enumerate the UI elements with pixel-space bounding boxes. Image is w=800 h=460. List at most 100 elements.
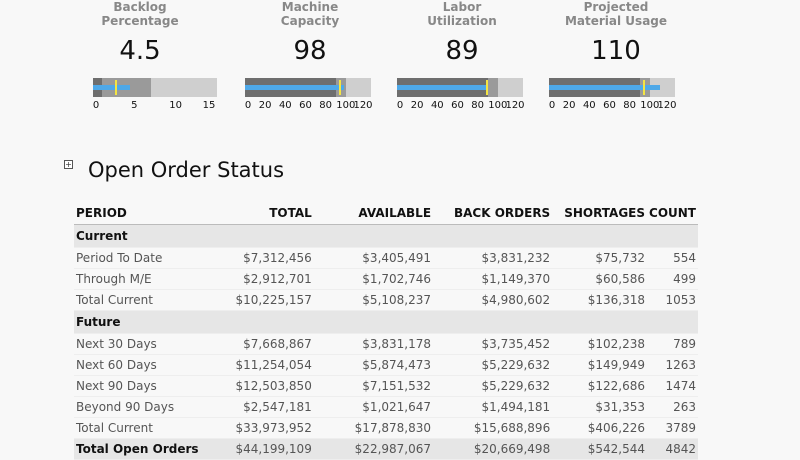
row-label: Total Current [74,289,226,311]
expand-toggle-icon[interactable]: + [64,160,73,169]
cell-total: $12,503,850 [225,375,314,397]
table-total-row: Total Open Orders $44,199,109 $22,987,067 $… [74,438,698,460]
axis-tick-label: 100 [336,100,356,111]
cell-back-orders: $1,149,370 [433,268,553,290]
bullet-axis: 0 20 40 60 80 100 120 [245,100,373,114]
row-label: Period To Date [74,247,226,269]
cell-available: $3,831,178 [313,333,434,355]
table-row: Through M/E $2,912,701 $1,702,746 $1,149,37… [74,268,698,290]
cell-available: $22,987,067 [313,438,434,460]
column-header[interactable]: PERIOD [74,202,226,225]
row-label: Total Current [74,417,226,439]
bullet-chart [93,78,217,97]
axis-tick-label: 10 [169,100,183,111]
table-row: Next 90 Days $12,503,850 $7,151,532 $5,229,… [74,375,698,397]
axis-tick-label: 80 [471,100,484,111]
kpi-machine-capacity: Machine Capacity 98 0 20 40 60 80 100 120 [245,0,385,111]
column-header[interactable]: COUNT [647,202,698,225]
cell-total: $44,199,109 [225,438,314,460]
axis-tick-label: 20 [562,100,576,111]
bullet-actual-bar [397,85,487,90]
cell-available: $7,151,532 [313,375,434,397]
bullet-chart [549,78,675,97]
section-title: Open Order Status [88,158,285,182]
cell-total: $2,547,181 [225,396,314,418]
bullet-target-marker [485,80,488,95]
bullet-chart [245,78,371,97]
bullet-chart [397,78,523,97]
cell-available: $3,405,491 [313,247,434,269]
axis-tick-label: 40 [582,100,596,111]
kpi-title-line1: Backlog [113,0,167,14]
bullet-target-marker [115,80,118,95]
cell-back-orders: $4,980,602 [433,289,553,311]
column-header[interactable]: AVAILABLE [313,202,434,225]
cell-count: 3789 [647,417,698,439]
axis-tick-label: 80 [623,100,636,111]
row-label: Through M/E [74,268,226,290]
column-header[interactable]: TOTAL [225,202,314,225]
cell-count: 4842 [647,438,698,460]
kpi-title: Machine Capacity [245,0,375,30]
table-group-row: Current [74,224,698,248]
kpi-title: Projected Material Usage [549,0,683,30]
row-label: Beyond 90 Days [74,396,226,418]
table-row: Next 60 Days $11,254,054 $5,874,473 $5,229,… [74,354,698,376]
cell-shortages: $31,353 [552,396,648,418]
cell-count: 1263 [647,354,698,376]
cell-shortages: $75,732 [552,247,648,269]
cell-shortages: $149,949 [552,354,648,376]
kpi-title: Labor Utilization [397,0,527,30]
bullet-range-good [150,78,217,97]
cell-count: 554 [647,247,698,269]
table-row: Next 30 Days $7,668,867 $3,831,178 $3,735,4… [74,333,698,355]
axis-tick-label: 120 [505,100,525,111]
axis-tick-label: 0 [548,100,556,111]
axis-tick-label: 100 [488,100,508,111]
cell-total: $7,668,867 [225,333,314,355]
axis-tick-label: 0 [92,100,100,111]
group-label: Future [74,310,698,334]
group-label: Current [74,224,698,248]
axis-tick-label: 20 [258,100,272,111]
bullet-actual-bar [245,85,344,90]
column-header[interactable]: SHORTAGES [552,202,648,225]
bullet-range-good [345,78,371,97]
cell-total: $11,254,054 [225,354,314,376]
cell-shortages: $406,226 [552,417,648,439]
bullet-range-good [497,78,523,97]
axis-tick-label: 40 [430,100,444,111]
cell-count: 263 [647,396,698,418]
axis-tick-label: 0 [396,100,404,111]
axis-tick-label: 5 [131,100,138,111]
cell-shortages: $60,586 [552,268,648,290]
table-row: Total Current $10,225,157 $5,108,237 $4,980… [74,289,698,311]
cell-back-orders: $5,229,632 [433,354,553,376]
bullet-range-good [649,78,675,97]
cell-back-orders: $3,831,232 [433,247,553,269]
cell-shortages: $542,544 [552,438,648,460]
kpi-value: 110 [591,36,641,66]
cell-available: $17,878,830 [313,417,434,439]
cell-shortages: $122,686 [552,375,648,397]
kpi-title-line1: Projected [583,0,649,14]
cell-available: $5,108,237 [313,289,434,311]
table-row: Total Current $33,973,952 $17,878,830 $15,6… [74,417,698,439]
axis-tick-label: 20 [410,100,424,111]
column-header[interactable]: BACK ORDERS [433,202,553,225]
bullet-axis: 0 5 10 15 [93,100,217,114]
cell-total: $33,973,952 [225,417,314,439]
kpi-value: 4.5 [119,36,161,66]
bullet-range-fair [487,78,498,97]
axis-tick-label: 40 [278,100,292,111]
cell-count: 789 [647,333,698,355]
kpi-title-line1: Labor [442,0,482,14]
cell-count: 1053 [647,289,698,311]
cell-count: 499 [647,268,698,290]
bullet-target-marker [642,80,645,95]
bullet-axis: 0 20 40 60 80 100 120 [548,100,677,114]
axis-tick-label: 100 [640,100,660,111]
cell-back-orders: $15,688,896 [433,417,553,439]
table-group-row: Future [74,310,698,334]
bullet-axis: 0 20 40 60 80 100 120 [396,100,525,114]
